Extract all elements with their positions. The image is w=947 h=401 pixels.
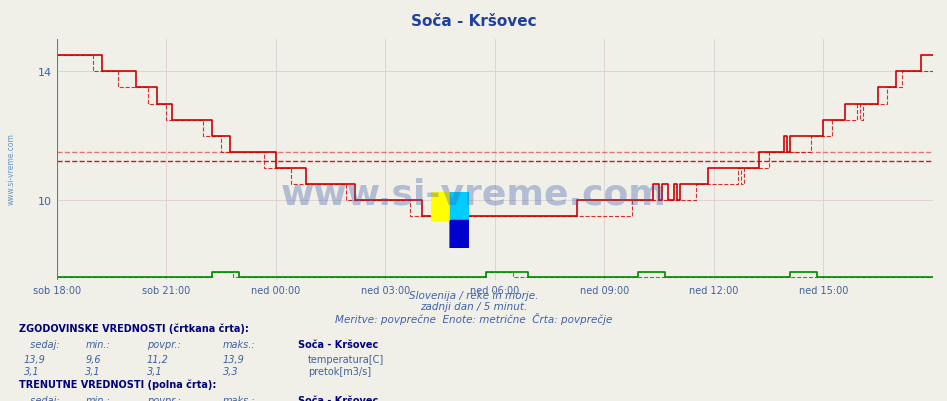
Text: maks.:: maks.: [223,340,255,350]
Text: Meritve: povprečne  Enote: metrične  Črta: povprečje: Meritve: povprečne Enote: metrične Črta:… [335,312,612,324]
Text: 3,3: 3,3 [223,366,238,376]
Text: TRENUTNE VREDNOSTI (polna črta):: TRENUTNE VREDNOSTI (polna črta): [19,378,216,389]
Text: Soča - Kršovec: Soča - Kršovec [411,14,536,29]
Bar [450,192,469,221]
Text: www.si-vreme.com: www.si-vreme.com [280,178,667,211]
Bar [450,221,469,249]
Text: 9,6: 9,6 [85,354,100,364]
Text: zadnji dan / 5 minut.: zadnji dan / 5 minut. [420,302,527,312]
Text: min.:: min.: [85,395,110,401]
Text: 13,9: 13,9 [24,354,45,364]
Text: maks.:: maks.: [223,395,255,401]
Text: temperatura[C]: temperatura[C] [308,354,384,364]
Text: pretok[m3/s]: pretok[m3/s] [308,366,371,376]
Text: 3,1: 3,1 [147,366,162,376]
Text: 13,9: 13,9 [223,354,244,364]
Text: povpr.:: povpr.: [147,340,181,350]
Text: sedaj:: sedaj: [24,340,60,350]
Text: 3,1: 3,1 [24,366,39,376]
Text: Soča - Kršovec: Soča - Kršovec [298,340,379,350]
Text: 11,2: 11,2 [147,354,169,364]
Bar [431,192,450,221]
Text: Slovenija / reke in morje.: Slovenija / reke in morje. [409,291,538,301]
Text: www.si-vreme.com: www.si-vreme.com [7,133,16,204]
Text: povpr.:: povpr.: [147,395,181,401]
Text: ZGODOVINSKE VREDNOSTI (črtkana črta):: ZGODOVINSKE VREDNOSTI (črtkana črta): [19,323,249,333]
Text: sedaj:: sedaj: [24,395,60,401]
Text: Soča - Kršovec: Soča - Kršovec [298,395,379,401]
Polygon shape [440,192,469,249]
Text: min.:: min.: [85,340,110,350]
Text: 3,1: 3,1 [85,366,100,376]
